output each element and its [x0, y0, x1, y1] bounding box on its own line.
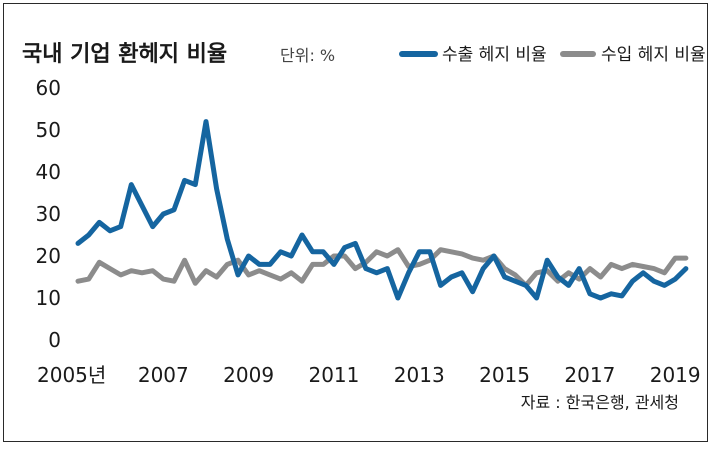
series-line-import [75, 247, 689, 288]
source-note: 자료 : 한국은행, 관세청 [521, 393, 679, 412]
legend-label-import: 수입 헤지 비율 [601, 45, 706, 65]
series-line-export [75, 119, 689, 301]
unit-label: 단위: % [280, 46, 335, 65]
chart-frame: 국내 기업 환헤지 비율 단위: % 수출 헤지 비율 수입 헤지 비율 0 10… [3, 3, 708, 442]
y-tick-label: 60 [36, 76, 61, 100]
y-tick-label: 30 [36, 202, 61, 226]
x-axis: 2005년 2007 2009 2011 2013 2015 2017 2019 [37, 363, 701, 387]
y-tick-label: 20 [36, 244, 61, 268]
legend-label-export: 수출 헤지 비율 [442, 45, 547, 65]
x-tick-label: 2019 [650, 363, 701, 387]
x-tick-label: 2017 [564, 363, 615, 387]
y-axis: 0 10 20 30 40 50 60 [36, 76, 61, 352]
x-tick-label: 2013 [394, 363, 445, 387]
x-tick-label: 2005년 [37, 363, 106, 387]
x-tick-label: 2009 [223, 363, 274, 387]
y-tick-label: 10 [36, 286, 61, 310]
chart-canvas: 국내 기업 환헤지 비율 단위: % 수출 헤지 비율 수입 헤지 비율 0 10… [22, 42, 706, 412]
legend: 수출 헤지 비율 수입 헤지 비율 [399, 45, 706, 65]
chart-title: 국내 기업 환헤지 비율 [22, 42, 227, 67]
plot-area [75, 119, 689, 301]
y-tick-label: 0 [48, 328, 61, 352]
y-tick-label: 40 [36, 160, 61, 184]
x-tick-label: 2015 [479, 363, 530, 387]
y-tick-label: 50 [36, 118, 61, 142]
x-tick-label: 2011 [308, 363, 359, 387]
x-tick-label: 2007 [138, 363, 189, 387]
